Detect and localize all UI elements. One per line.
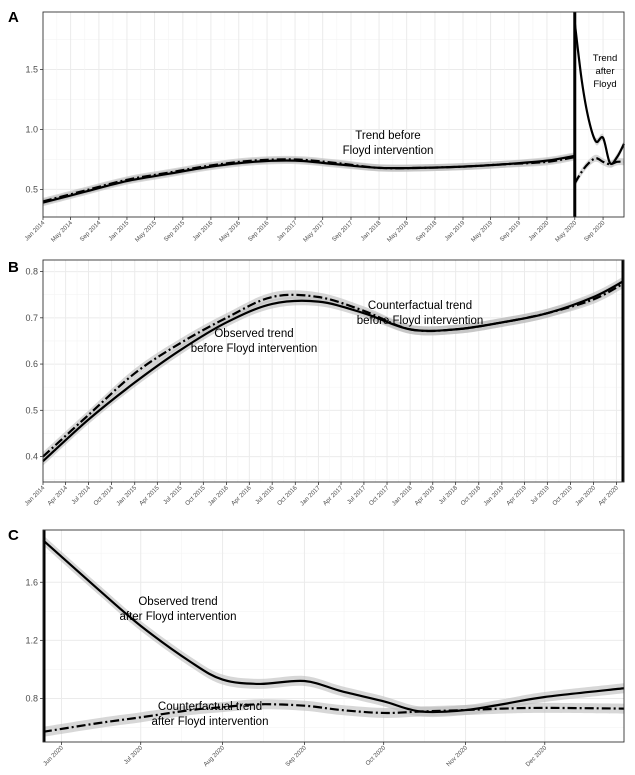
annotation-line: Observed trend — [138, 596, 217, 608]
plot-frame — [42, 11, 625, 218]
annotation-line: Observed trend — [214, 328, 293, 340]
annotation-line: after — [595, 66, 614, 77]
annotation-line: Counterfactual trend — [368, 300, 472, 312]
confidence-band — [43, 535, 624, 718]
observed-trend-line — [573, 22, 625, 166]
annotation-line: after Floyd intervention — [120, 611, 237, 623]
y-tick-label: 0.4 — [25, 452, 38, 462]
y-tick-label: 0.5 — [25, 184, 38, 194]
annotation: Counterfactual trend after Floyd interven… — [152, 701, 269, 728]
counterfactual-trend-line — [573, 157, 625, 184]
annotation: Observed trend after Floyd intervention — [120, 596, 237, 623]
annotation-line: Trend — [593, 53, 617, 64]
annotation: Counterfactual trend before Floyd interve… — [357, 300, 484, 327]
plot-frame — [42, 259, 625, 483]
panel-letter: A — [8, 9, 19, 26]
annotation-line: before Floyd intervention — [357, 315, 484, 327]
annotation-line: Floyd intervention — [343, 145, 434, 157]
annotation: Observed trend before Floyd intervention — [191, 328, 318, 355]
annotation-line: Floyd — [593, 79, 616, 90]
annotation-line: Trend before — [355, 130, 420, 142]
observed-trend-line — [42, 279, 625, 463]
panel-letter: C — [8, 527, 19, 544]
y-tick-label: 1.5 — [25, 65, 38, 75]
annotation-line: Counterfactual trend — [158, 701, 262, 713]
annotation: Trend before Floyd intervention — [343, 130, 434, 157]
panel-letter: B — [8, 259, 19, 276]
y-tick-label: 0.5 — [25, 405, 38, 415]
y-tick-label: 0.8 — [25, 267, 38, 277]
y-tick-label: 1.6 — [25, 577, 38, 587]
y-tick-label: 0.7 — [25, 313, 38, 323]
y-tick-label: 0.6 — [25, 359, 38, 369]
y-tick-label: 1.0 — [25, 124, 38, 134]
counterfactual-trend-line — [42, 703, 625, 733]
annotation-line: after Floyd intervention — [152, 716, 269, 728]
annotation: Trend after Floyd — [593, 53, 617, 90]
counterfactual-trend-line — [42, 155, 575, 203]
y-tick-label: 1.2 — [25, 635, 38, 645]
plot-frame — [42, 529, 625, 743]
confidence-band — [43, 278, 624, 462]
annotation-line: before Floyd intervention — [191, 343, 318, 355]
y-tick-label: 0.8 — [25, 693, 38, 703]
observed-trend-line — [42, 539, 625, 714]
